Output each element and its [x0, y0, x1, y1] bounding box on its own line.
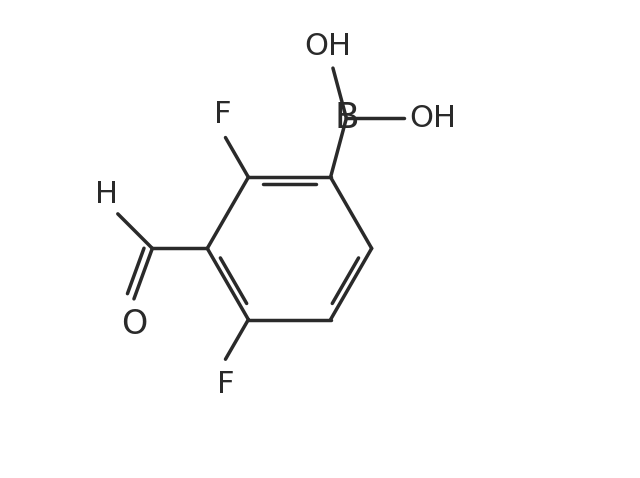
Text: OH: OH [305, 32, 352, 61]
Text: O: O [121, 308, 147, 341]
Text: B: B [334, 101, 358, 135]
Text: F: F [217, 369, 234, 399]
Text: F: F [214, 100, 232, 129]
Text: H: H [95, 180, 118, 209]
Text: OH: OH [409, 104, 456, 133]
